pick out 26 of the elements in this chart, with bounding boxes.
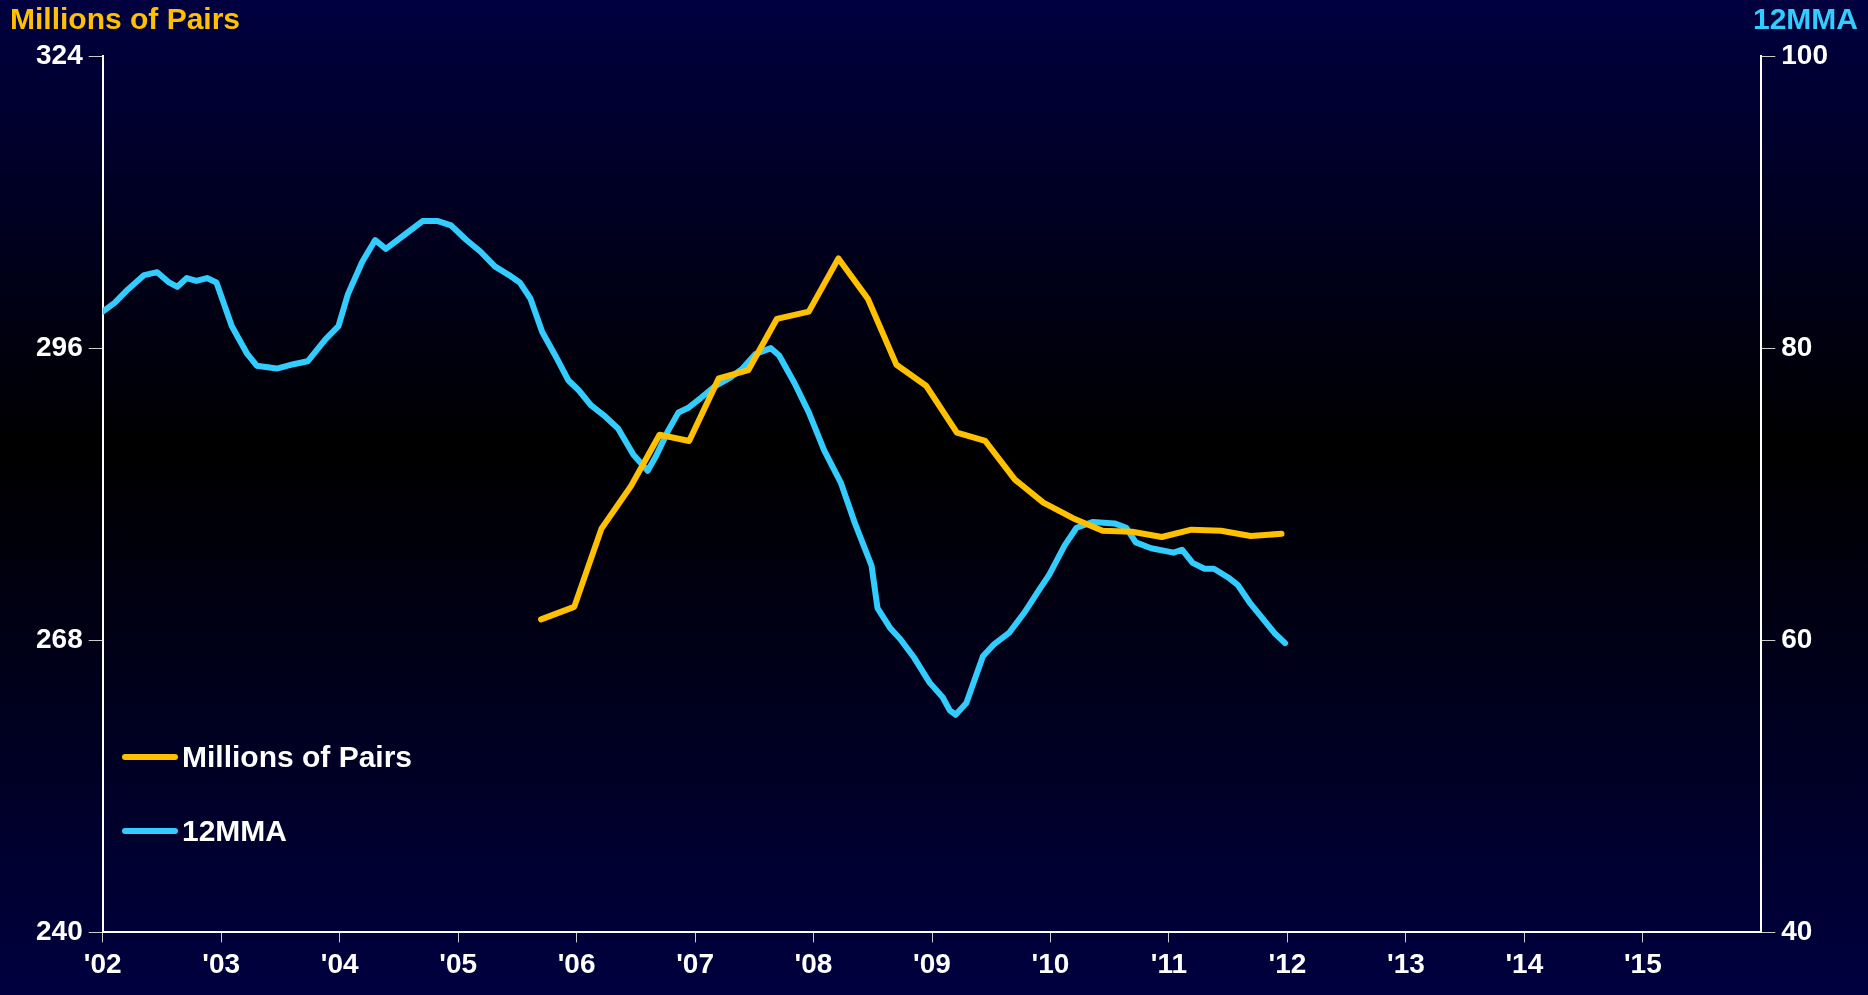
y-tick-label: 240: [36, 915, 83, 947]
x-tick-label: '14: [1505, 947, 1544, 979]
x-tick-label: '13: [1386, 947, 1425, 979]
y2-tick-label: 60: [1781, 622, 1813, 654]
x-tick-label: '11: [1150, 947, 1188, 979]
x-tick-label: '15: [1623, 947, 1662, 979]
y2-tick-label: 80: [1781, 330, 1813, 362]
y2-tick-label: 40: [1781, 915, 1813, 947]
x-tick-label: '02: [83, 947, 122, 979]
x-tick-label: '12: [1268, 947, 1307, 979]
y-tick-label: 268: [36, 622, 83, 654]
y2-tick-label: 100: [1781, 38, 1828, 70]
x-tick-label: '08: [794, 947, 833, 979]
x-tick-label: '03: [202, 947, 241, 979]
x-tick-label: '10: [1031, 947, 1070, 979]
legend-label: Millions of Pairs: [182, 740, 413, 774]
x-tick-label: '07: [676, 947, 714, 979]
x-tick-label: '05: [439, 947, 478, 979]
y-axis-title: Millions of Pairs: [10, 2, 241, 36]
y-tick-label: 296: [36, 330, 83, 362]
y2-axis-title: 12MMA: [1752, 2, 1858, 36]
x-tick-label: '06: [557, 947, 596, 979]
legend-label: 12MMA: [182, 814, 288, 848]
x-tick-label: '04: [320, 947, 359, 979]
x-tick-label: '09: [913, 947, 951, 979]
y-tick-label: 324: [36, 38, 84, 70]
